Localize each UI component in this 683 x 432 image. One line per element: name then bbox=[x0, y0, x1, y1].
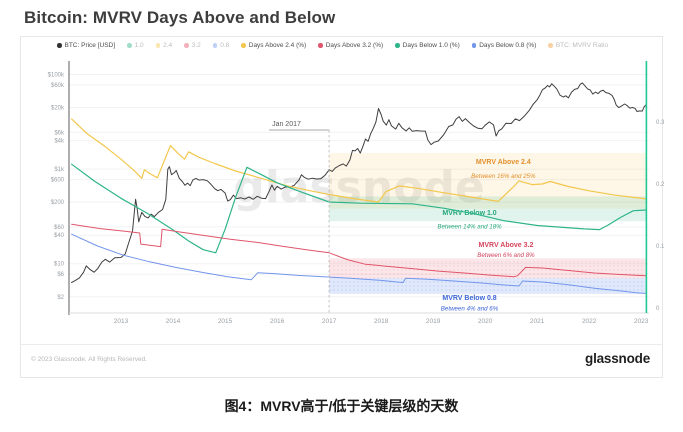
band-range-label: Between 4% and 6% bbox=[441, 305, 499, 312]
price-tick-label: $60 bbox=[54, 225, 65, 231]
percent-tick-label: 0.2 bbox=[656, 182, 664, 188]
legend-item-3.2[interactable]: 3.2 bbox=[184, 42, 201, 49]
legend-item-days-below-1.0-[interactable]: Days Below 1.0 (%) bbox=[395, 42, 460, 49]
band-label: MVRV Above 3.2 bbox=[479, 242, 534, 249]
band-range-label: Between 6% and 8% bbox=[477, 252, 535, 259]
legend-dot bbox=[241, 43, 246, 48]
price-tick-label: $60k bbox=[51, 83, 65, 89]
threshold-bands: MVRV Above 2.4 Between 16% and 25% MVRV Be… bbox=[329, 153, 647, 312]
axis-labels: $100k$60k$20k$6k$4k$1k$600$200$60$40$10$… bbox=[48, 73, 665, 326]
legend-label: 2.4 bbox=[163, 42, 173, 49]
legend-label: Days Below 1.0 (%) bbox=[402, 42, 460, 49]
legend-label: BTC: MVRV Ratio bbox=[555, 42, 609, 49]
legend-item-btc-price-usd-[interactable]: BTC: Price [USD] bbox=[57, 42, 115, 49]
band-mvrv-below-0.8: MVRV Below 0.8 Between 4% and 6% bbox=[329, 278, 647, 312]
days-above-3-2-line bbox=[71, 223, 647, 278]
legend-item-days-above-3.2-[interactable]: Days Above 3.2 (%) bbox=[318, 42, 383, 49]
legend-item-1.0[interactable]: 1.0 bbox=[127, 42, 144, 49]
mvrv-chart-svg: glassnodeMVRV Above 2.4 Between 16% and 2… bbox=[48, 61, 665, 326]
legend-dot bbox=[184, 43, 189, 48]
legend-dot bbox=[395, 43, 400, 48]
price-tick-label: $2 bbox=[57, 295, 64, 301]
year-tick-label: 2016 bbox=[270, 318, 285, 325]
legend-item-0.8[interactable]: 0.8 bbox=[212, 42, 230, 49]
legend-label: 3.2 bbox=[191, 42, 201, 49]
price-tick-label: $20k bbox=[51, 106, 65, 112]
year-tick-label: 2023 bbox=[634, 318, 649, 325]
days-above-2-4-line bbox=[70, 118, 648, 203]
price-tick-label: $40 bbox=[54, 233, 65, 239]
series-lines bbox=[70, 82, 648, 294]
band-range-label: Between 16% and 25% bbox=[471, 173, 536, 180]
year-tick-label: 2021 bbox=[530, 318, 545, 325]
year-tick-label: 2020 bbox=[478, 318, 493, 325]
days-below-1-0-line bbox=[70, 163, 648, 254]
chart-plot-area[interactable]: glassnodeMVRV Above 2.4 Between 16% and 2… bbox=[21, 53, 665, 345]
band-label: MVRV Above 2.4 bbox=[476, 159, 531, 166]
btc-price-line bbox=[71, 82, 647, 283]
band-label: MVRV Below 0.8 bbox=[442, 295, 496, 302]
legend-label: 0.8 bbox=[220, 42, 230, 49]
price-tick-label: $100k bbox=[48, 73, 65, 79]
price-tick-label: $1k bbox=[54, 167, 65, 173]
legend-dot bbox=[127, 43, 132, 48]
card-footer: © 2023 Glassnode. All Rights Reserved. g… bbox=[21, 344, 662, 379]
price-tick-label: $10 bbox=[54, 262, 65, 268]
band-label: MVRV Below 1.0 bbox=[442, 210, 496, 217]
legend-label: Days Above 3.2 (%) bbox=[325, 42, 384, 49]
percent-tick-label: 0 bbox=[656, 306, 660, 312]
year-tick-label: 2019 bbox=[426, 318, 441, 325]
legend-dot bbox=[318, 43, 323, 48]
legend-dot bbox=[155, 43, 161, 48]
legend-label: Days Above 2.4 (%) bbox=[248, 42, 307, 49]
year-tick-label: 2014 bbox=[166, 318, 181, 325]
band-range-label: Between 14% and 18% bbox=[437, 224, 502, 231]
legend-label: BTC: Price [USD] bbox=[64, 42, 116, 49]
legend-dot bbox=[471, 43, 477, 48]
legend-item-days-below-0.8-[interactable]: Days Below 0.8 (%) bbox=[471, 42, 537, 49]
legend-label: Days Below 0.8 (%) bbox=[479, 42, 537, 49]
legend-item-days-above-2.4-[interactable]: Days Above 2.4 (%) bbox=[241, 42, 306, 49]
jan-2017-annotation: Jan 2017 bbox=[269, 121, 330, 313]
days-below-0-8-line bbox=[71, 233, 647, 294]
annotation-label: Jan 2017 bbox=[272, 121, 301, 128]
legend-dot bbox=[212, 43, 218, 48]
chart-card: BTC: Price [USD] 1.0 2.4 3.2 0.8 Days Above 2… bbox=[20, 36, 665, 379]
copyright-text: © 2023 Glassnode. All Rights Reserved. bbox=[31, 356, 148, 363]
chart-legend: BTC: Price [USD] 1.0 2.4 3.2 0.8 Days Above 2… bbox=[57, 42, 658, 49]
legend-label: 1.0 bbox=[134, 42, 144, 49]
legend-dot bbox=[57, 43, 62, 48]
chart-title: Bitcoin: MVRV Days Above and Below bbox=[24, 8, 336, 27]
year-tick-label: 2018 bbox=[374, 318, 389, 325]
legend-dot bbox=[548, 43, 553, 48]
price-tick-label: $600 bbox=[51, 178, 65, 184]
glassnode-wordmark: glassnode bbox=[585, 351, 650, 366]
gridlines bbox=[69, 74, 649, 298]
price-tick-label: $4k bbox=[54, 139, 65, 145]
year-tick-label: 2017 bbox=[322, 318, 337, 325]
glassnode-watermark: glassnode bbox=[233, 162, 485, 213]
year-tick-label: 2013 bbox=[114, 318, 129, 325]
band-mvrv-above-3.2: MVRV Above 3.2 Between 6% and 8% bbox=[329, 242, 647, 279]
price-tick-label: $6k bbox=[54, 130, 65, 136]
price-tick-label: $6 bbox=[57, 272, 64, 278]
axes bbox=[68, 61, 649, 315]
percent-tick-label: 0.3 bbox=[656, 120, 664, 126]
legend-item-btc-mvrv-ratio[interactable]: BTC: MVRV Ratio bbox=[548, 42, 608, 49]
year-tick-label: 2015 bbox=[218, 318, 233, 325]
year-tick-label: 2022 bbox=[582, 318, 597, 325]
legend-item-2.4[interactable]: 2.4 bbox=[155, 42, 173, 49]
figure-caption: 图4：MVRV高于/低于关键层级的天数 bbox=[224, 398, 459, 414]
percent-tick-label: 0.1 bbox=[656, 244, 664, 250]
price-tick-label: $200 bbox=[51, 200, 65, 206]
